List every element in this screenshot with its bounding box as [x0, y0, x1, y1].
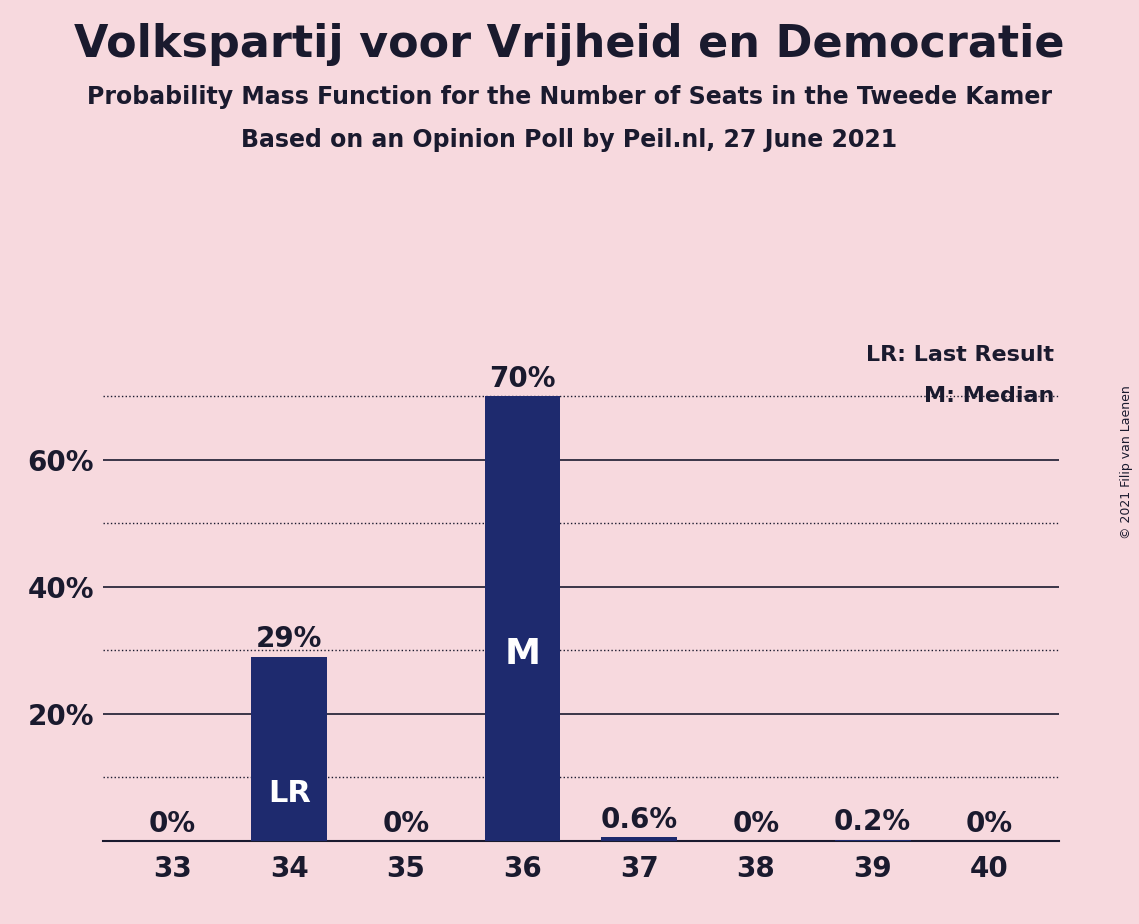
- Bar: [601, 837, 678, 841]
- Text: Volkspartij voor Vrijheid en Democratie: Volkspartij voor Vrijheid en Democratie: [74, 23, 1065, 67]
- Text: 0.2%: 0.2%: [834, 808, 911, 836]
- Bar: [484, 396, 560, 841]
- Text: LR: LR: [268, 779, 311, 808]
- Text: Based on an Opinion Poll by Peil.nl, 27 June 2021: Based on an Opinion Poll by Peil.nl, 27 …: [241, 128, 898, 152]
- Text: 0%: 0%: [966, 810, 1013, 838]
- Text: Probability Mass Function for the Number of Seats in the Tweede Kamer: Probability Mass Function for the Number…: [87, 85, 1052, 109]
- Text: 0%: 0%: [383, 810, 429, 838]
- Text: LR: Last Result: LR: Last Result: [867, 346, 1055, 365]
- Text: 29%: 29%: [256, 626, 322, 653]
- Bar: [835, 840, 910, 841]
- Text: 0.6%: 0.6%: [600, 806, 678, 833]
- Bar: [252, 657, 327, 841]
- Text: 0%: 0%: [732, 810, 779, 838]
- Text: 70%: 70%: [490, 365, 556, 393]
- Text: M: Median: M: Median: [924, 386, 1055, 406]
- Text: © 2021 Filip van Laenen: © 2021 Filip van Laenen: [1121, 385, 1133, 539]
- Text: 0%: 0%: [149, 810, 196, 838]
- Text: M: M: [505, 637, 541, 671]
